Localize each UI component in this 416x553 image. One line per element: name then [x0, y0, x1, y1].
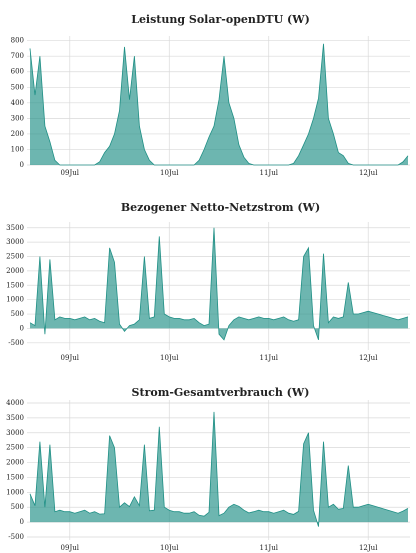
y-tick-label: 4000 [6, 399, 24, 407]
y-tick-label: 3000 [6, 429, 24, 437]
x-tick-label: 10Jul [160, 354, 179, 362]
area [30, 411, 408, 527]
x-tick-label: 09Jul [61, 354, 80, 362]
x-tick-label: 11Jul [260, 544, 279, 552]
y-tick-label: 0 [20, 161, 24, 169]
x-tick-label: 11Jul [260, 169, 279, 177]
y-tick-label: 500 [11, 83, 24, 91]
y-tick-label: 600 [11, 68, 24, 76]
chart-title: Strom-Gesamtverbrauch (W) [132, 386, 310, 399]
area-line [29, 43, 409, 166]
y-tick-label: 1000 [6, 488, 24, 496]
y-tick-label: -500 [8, 533, 24, 541]
y-tick-label: 2500 [6, 253, 24, 261]
x-tick-label: 10Jul [160, 544, 179, 552]
y-tick-label: 3500 [6, 414, 24, 422]
y-tick-label: 400 [11, 99, 24, 107]
x-tick-label: 09Jul [61, 169, 80, 177]
y-tick-label: 1500 [6, 473, 24, 481]
x-tick-label: 12Jul [359, 544, 378, 552]
y-tick-label: 800 [11, 37, 24, 45]
y-tick-label: 2000 [6, 267, 24, 275]
x-tick-label: 12Jul [359, 169, 378, 177]
y-tick-label: 3000 [6, 238, 24, 246]
y-tick-label: 300 [11, 114, 24, 122]
y-tick-label: 0 [20, 518, 24, 526]
y-tick-label: 700 [11, 52, 24, 60]
y-tick-label: 2000 [6, 459, 24, 467]
area [30, 43, 408, 165]
x-tick-label: 10Jul [160, 169, 179, 177]
y-tick-label: 0 [20, 324, 24, 332]
x-tick-label: 12Jul [359, 354, 378, 362]
chart-title: Bezogener Netto-Netzstrom (W) [121, 201, 320, 214]
y-tick-label: 1500 [6, 281, 24, 289]
area [30, 227, 408, 340]
y-tick-label: 500 [11, 503, 24, 511]
y-tick-label: 2500 [6, 444, 24, 452]
y-tick-label: 500 [11, 310, 24, 318]
y-tick-label: 100 [11, 145, 24, 153]
y-tick-label: 3500 [6, 224, 24, 232]
area-line [29, 411, 409, 527]
y-tick-label: -500 [8, 339, 24, 347]
area-line [29, 227, 409, 341]
y-tick-label: 1000 [6, 296, 24, 304]
x-tick-label: 09Jul [61, 544, 80, 552]
x-tick-label: 11Jul [260, 354, 279, 362]
chart-title: Leistung Solar-openDTU (W) [131, 13, 310, 26]
y-tick-label: 200 [11, 130, 24, 138]
